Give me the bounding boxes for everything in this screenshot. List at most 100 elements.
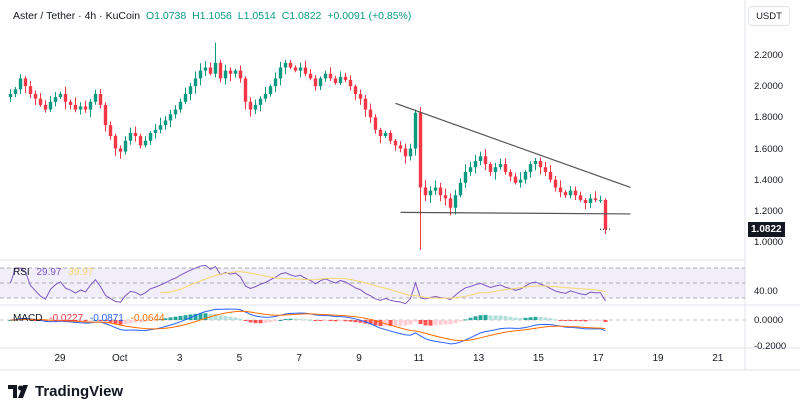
price-axis-label: 1.8000 (754, 112, 784, 124)
candle-body (388, 132, 393, 141)
macd-histogram-bar (388, 320, 393, 326)
candle-body (423, 187, 428, 196)
candle-body (148, 132, 153, 141)
macd-histogram-bar (93, 319, 98, 321)
candle-body (8, 93, 13, 98)
tradingview-logo[interactable]: TradingView (8, 383, 123, 400)
macd-histogram-bar (513, 317, 518, 320)
candle-body (143, 140, 148, 146)
candle-body (598, 199, 603, 201)
time-axis-label: 29 (54, 353, 66, 364)
macd-histogram-bar (488, 315, 493, 320)
candle-body (563, 192, 568, 196)
time-axis-label: 15 (532, 353, 544, 364)
candle-body (348, 79, 353, 87)
macd-histogram-bar (398, 320, 403, 326)
macd-histogram-bar (323, 320, 328, 321)
candle-body (243, 78, 248, 102)
macd-histogram-bar (413, 320, 418, 322)
macd-histogram-bar (293, 318, 298, 320)
candle-body (268, 86, 273, 94)
currency-button[interactable]: USDT (748, 6, 790, 26)
macd-histogram-bar (128, 320, 133, 324)
macd-histogram-bar (473, 316, 478, 320)
trendline (400, 211, 631, 215)
candle-body (228, 70, 233, 74)
candle-body (588, 198, 593, 204)
price-axis-label: 1.6000 (754, 143, 784, 155)
macd-histogram-bar (148, 320, 153, 321)
macd-histogram-bar (458, 320, 463, 322)
macd-histogram-bar (373, 320, 378, 326)
candle-body (358, 93, 363, 99)
macd-histogram-bar (203, 313, 208, 320)
price-axis-label: 1.4000 (754, 174, 784, 186)
candle-body (568, 190, 573, 196)
macd-histogram-bar (228, 316, 233, 320)
macd-histogram-bar (138, 320, 143, 323)
candle-body (38, 98, 43, 105)
candle-body (158, 125, 163, 130)
macd-hist-value: -0.0227 (49, 313, 84, 324)
candle-body (168, 114, 173, 121)
macd-histogram-bar (223, 315, 228, 320)
candle-body (578, 195, 583, 200)
macd-histogram-bar (43, 320, 48, 322)
macd-signal-value: -0.0644 (130, 313, 165, 324)
candle-body (518, 179, 523, 183)
time-axis-label: 21 (712, 353, 724, 364)
candle-body (313, 78, 318, 87)
candle-body (378, 129, 383, 137)
macd-histogram-bar (408, 320, 413, 325)
symbol-title: Aster / Tether · 4h · KuCoin (13, 10, 141, 22)
candle-body (343, 76, 348, 80)
close-value: C1.0822 (281, 10, 322, 22)
macd-label: MACD (13, 313, 43, 324)
macd-histogram-bar (418, 320, 423, 324)
macd-histogram-bar (538, 317, 543, 320)
time-axis-label: 13 (473, 353, 485, 364)
macd-histogram-bar (498, 315, 503, 320)
candle-body (308, 73, 313, 79)
macd-axis-zero: 0.0000 (754, 315, 784, 326)
candle-body (448, 198, 453, 208)
candle-body (488, 164, 493, 172)
macd-histogram-bar (303, 319, 308, 321)
candle-body (263, 93, 268, 99)
macd-histogram-bar (278, 319, 283, 321)
macd-histogram-bar (568, 320, 573, 321)
candle-body (133, 132, 138, 137)
macd-histogram-bar (183, 315, 188, 320)
candle-body (468, 167, 473, 172)
candle-body (473, 160, 478, 168)
candle-body (413, 112, 418, 149)
candle-body (198, 70, 203, 79)
candle-body (103, 104, 108, 126)
candle-body (593, 198, 598, 200)
price-axis-label: 2.2000 (754, 50, 784, 61)
macd-histogram-bar (533, 316, 538, 320)
price-axis-label: 2.0000 (754, 81, 784, 93)
candle-body (183, 93, 188, 102)
macd-line-value: -0.0871 (89, 313, 124, 324)
candle-body (253, 104, 258, 110)
time-axis-label: 3 (176, 353, 183, 364)
candle-body (43, 104, 48, 110)
candle-body (68, 101, 73, 105)
tradingview-logo-icon (8, 385, 28, 398)
candle-body (23, 78, 28, 87)
macd-histogram-bar (528, 317, 533, 320)
candle-body (498, 164, 503, 168)
candle-body (108, 125, 113, 137)
macd-histogram-bar (88, 320, 93, 321)
candle-body (523, 171, 528, 180)
macd-histogram-bar (248, 320, 253, 323)
macd-histogram-bar (178, 315, 183, 320)
candle-body (118, 148, 123, 152)
macd-histogram-bar (318, 320, 323, 322)
macd-histogram-bar (503, 316, 508, 320)
candle-body (78, 106, 83, 110)
macd-histogram-bar (8, 320, 13, 321)
macd-histogram-bar (213, 313, 218, 320)
